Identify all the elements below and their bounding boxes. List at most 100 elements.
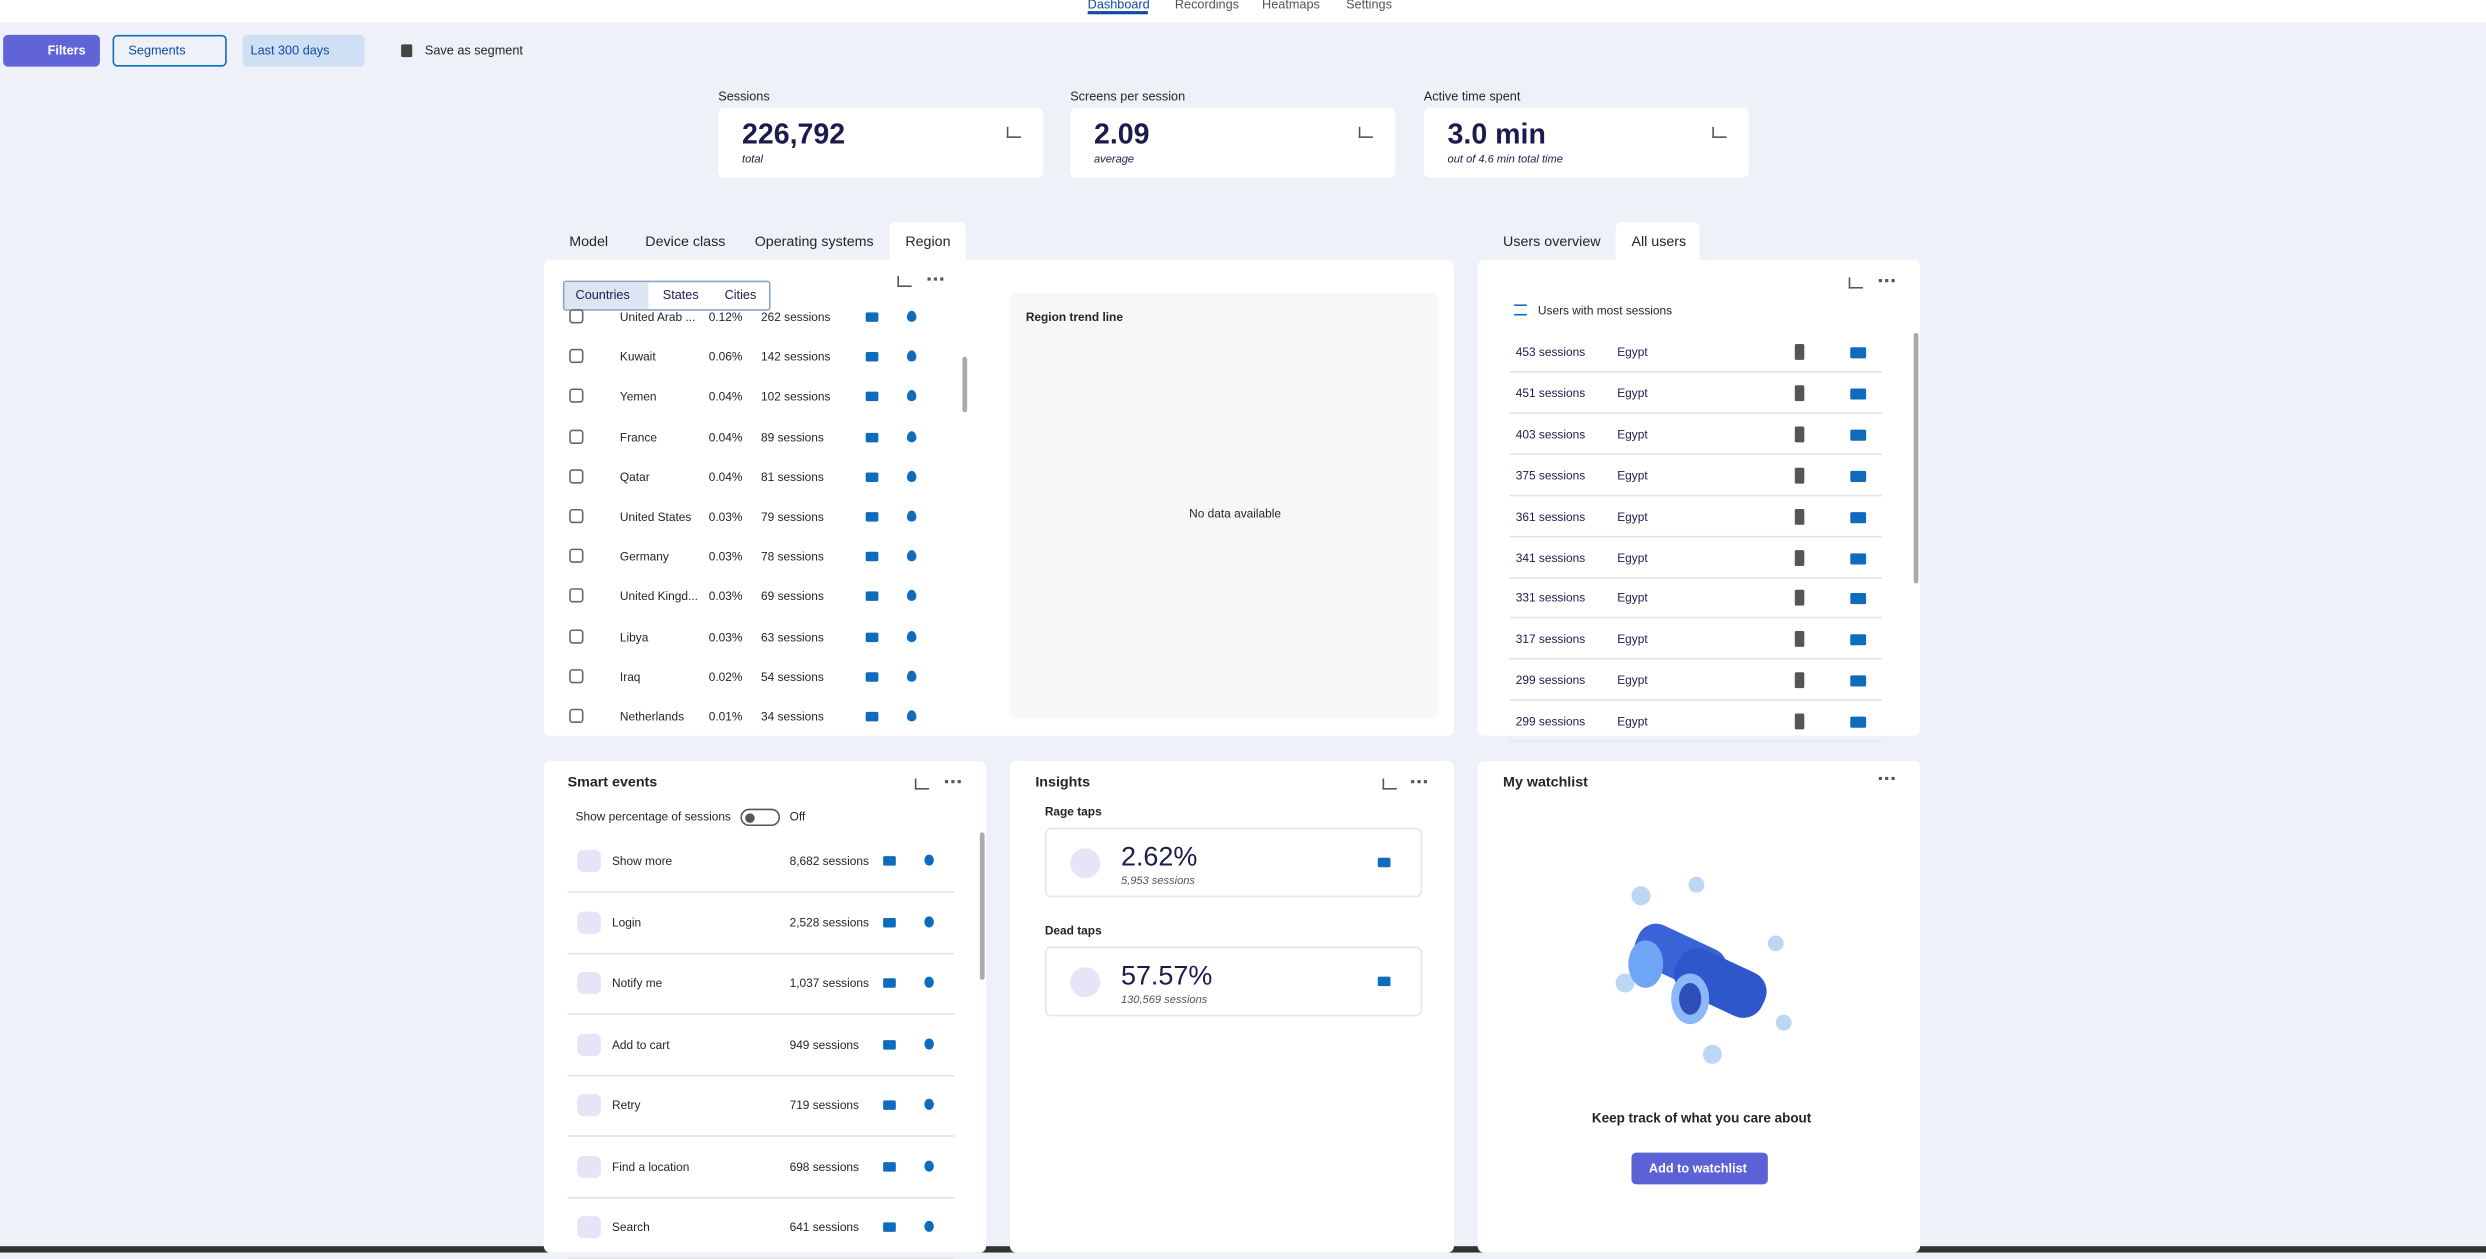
nav-tab[interactable]: Heatmaps [1262,0,1320,12]
trend-icon [914,778,930,790]
nav-tab[interactable]: Dashboard [1087,0,1150,12]
panel-title: Insights [1035,773,1091,790]
recording-icon [883,1222,896,1232]
country-sessions: 63 sessions [761,629,824,644]
metric-sub: out of 4.6 min total time [1447,154,1563,166]
toggle [740,808,781,827]
watchlist-button-label[interactable]: Add to watchlist [1648,1161,1747,1176]
filters-label[interactable]: Filters [47,43,86,58]
heatmap-icon [906,710,917,722]
metric-card [718,107,1044,178]
panel-tab[interactable]: Region [905,233,951,249]
more-menu[interactable] [1878,776,1895,783]
country-sessions: 81 sessions [761,469,824,485]
heatmap-icon [924,976,934,988]
heatmap-icon [906,350,917,362]
date-label[interactable]: Last 300 days [250,43,330,58]
panel-tab[interactable]: All users [1631,233,1687,249]
more-menu[interactable] [927,277,944,283]
event-name: Find a location [612,1159,690,1174]
recording-icon [865,631,879,642]
country-name: Yemen [619,389,657,405]
selected-tab [1615,221,1700,262]
insight-label: Dead taps [1044,923,1102,938]
country-name: Libya [619,629,649,644]
event-name: Show more [612,853,673,869]
subtab[interactable]: Cities [724,287,757,303]
country-pct: 0.04% [708,389,743,405]
insight-card [1044,946,1423,1017]
save-label[interactable]: Save as segment [424,43,523,58]
insight-value: 2.62% [1120,841,1198,873]
country-pct: 0.04% [708,469,743,485]
recording-icon [1377,857,1391,868]
subtab[interactable]: States [662,287,699,303]
panel-tab[interactable]: Users overview [1503,233,1601,249]
panel-tab[interactable]: Operating systems [754,233,874,249]
trend-title: Region trend line [1025,309,1123,325]
recording-icon [883,1039,896,1049]
country-sessions: 79 sessions [761,509,824,525]
heatmap-icon [924,854,934,866]
recording-icon [883,856,896,866]
country-name: Germany [619,549,669,564]
country-sessions: 34 sessions [761,709,824,724]
segments-label[interactable]: Segments [128,43,186,58]
event-icon [577,1216,601,1239]
row-divider [1509,412,1882,414]
trend-icon [1382,778,1397,790]
event-icon [577,971,601,995]
checkbox [569,309,584,324]
row-divider [1509,617,1882,619]
metric-label: Sessions [718,89,770,104]
panel-tab[interactable]: Model [569,233,609,249]
event-name: Login [612,914,642,930]
checkbox [569,389,584,404]
row-divider [567,1013,955,1015]
heatmap-icon [906,470,917,482]
panel-title: My watchlist [1503,773,1588,790]
checkbox [569,628,584,644]
event-name: Notify me [612,975,663,991]
recording-icon [883,978,896,988]
profile-icon [1850,593,1867,605]
more-menu[interactable] [944,780,961,786]
insight-card [1044,827,1423,898]
scrollbar [962,356,968,413]
row-divider [1509,453,1882,455]
trend-box [1009,293,1439,719]
user-country: Egypt [1617,714,1648,729]
metric-card [1070,107,1396,178]
subtab-selected [564,282,649,310]
country-pct: 0.12% [708,309,743,325]
user-sessions: 341 sessions [1515,550,1586,565]
user-sessions: 451 sessions [1515,385,1586,401]
toggle-label: Show percentage of sessions [575,809,731,824]
insight-label: Rage taps [1044,804,1102,819]
device-icon [1794,426,1805,443]
device-icon [1794,672,1805,689]
insight-icon [1070,848,1101,879]
subtab[interactable]: Countries [575,287,630,303]
row-divider [1509,371,1882,373]
date-button [242,34,365,67]
smart-events-panel [543,761,987,1253]
metric-card [1423,107,1749,178]
more-menu[interactable] [1878,279,1895,285]
recording-icon [883,1100,896,1110]
heatmap-icon [906,310,917,322]
panel-title: Smart events [567,773,658,790]
more-menu[interactable] [1411,780,1427,786]
panel-tab[interactable]: Device class [645,233,726,249]
event-sessions: 949 sessions [789,1036,859,1052]
device-icon [1794,549,1805,566]
recording-icon [865,592,879,602]
heatmap-icon [924,915,934,927]
nav-tab[interactable]: Recordings [1174,0,1240,12]
user-sessions: 299 sessions [1515,714,1586,729]
watchlist-text: Keep track of what you care about [1591,1109,1812,1126]
metric-label: Screens per session [1070,89,1186,104]
nav-tab[interactable]: Settings [1346,0,1392,12]
event-name: Retry [612,1097,641,1113]
device-icon [1794,713,1805,730]
